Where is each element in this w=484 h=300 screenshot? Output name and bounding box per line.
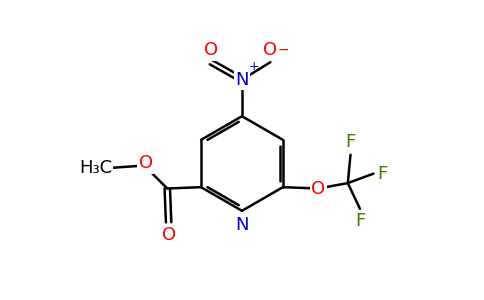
Text: −: − xyxy=(278,43,289,57)
Text: F: F xyxy=(346,134,356,152)
Text: N: N xyxy=(235,216,249,234)
Text: N: N xyxy=(235,71,249,89)
Text: H₃C: H₃C xyxy=(79,159,112,177)
Text: F: F xyxy=(378,165,388,183)
Text: F: F xyxy=(355,212,365,230)
Text: O: O xyxy=(311,179,325,197)
Text: O: O xyxy=(263,41,277,59)
Text: O: O xyxy=(204,41,218,59)
Text: +: + xyxy=(248,60,259,73)
Text: O: O xyxy=(138,154,153,172)
Text: O: O xyxy=(162,226,176,244)
